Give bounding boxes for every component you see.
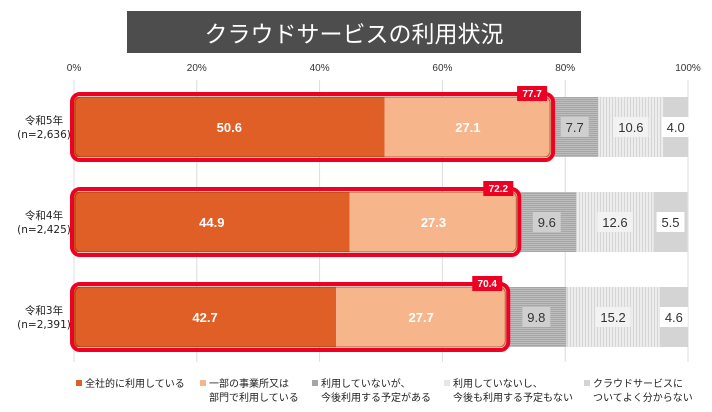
- legend-item: 利用していないし、今後も利用する予定もない: [444, 378, 573, 406]
- legend-label: 利用していないが、: [321, 379, 411, 390]
- usage-inner-outline: [74, 96, 551, 158]
- data-label: 42.7: [192, 310, 217, 325]
- data-label: 7.7: [566, 120, 584, 135]
- usage-total-label: 72.2: [489, 184, 509, 195]
- usage-total-label: 70.4: [478, 279, 498, 290]
- data-label: 5.5: [661, 215, 679, 230]
- legend-swatch: [200, 380, 206, 386]
- bar-segment: [384, 97, 552, 157]
- legend-swatch: [444, 380, 450, 386]
- category-sample-size: (n=2,391): [17, 319, 71, 331]
- data-label-background: [661, 117, 690, 137]
- data-label: 50.6: [217, 120, 242, 135]
- legend-swatch: [312, 380, 318, 386]
- usage-highlight-outline: [70, 187, 522, 257]
- legend-label: 今後も利用する予定もない: [453, 393, 573, 404]
- bar-row: 令和3年 (n=2,391) 42.7 27.7 9.8 15.2 4.6 70.4: [17, 276, 688, 352]
- legend-label: 今後利用する予定がある: [321, 393, 431, 404]
- legend-item: クラウドサービスに ついてよく分からない: [584, 378, 693, 406]
- legend-item: 一部の事業所又は 部門で利用している: [200, 378, 299, 406]
- bar-rows: 令和5年 (n=2,636) 50.6 27.1 7.7 10.6 4.0 77.7 令和4年 (…: [17, 86, 690, 352]
- usage-total-label: 77.7: [522, 89, 542, 100]
- legend-label: 部門で利用している: [209, 393, 299, 404]
- legend-item: 利用していないが、今後利用する予定がある: [312, 378, 431, 406]
- x-tick-label: 0%: [67, 63, 82, 74]
- category-label: 令和3年: [25, 304, 63, 317]
- legend-label: クラウドサービスに: [593, 379, 683, 390]
- x-tick-label: 20%: [187, 63, 207, 74]
- data-label-background: [597, 212, 633, 232]
- data-label: 10.6: [618, 120, 643, 135]
- legend-swatch: [76, 380, 82, 386]
- bar-row: 令和4年 (n=2,425) 44.9 27.3 9.6 12.6 5.5 72.2: [17, 181, 688, 257]
- x-tick-label: 100%: [675, 63, 701, 74]
- data-label: 27.7: [409, 310, 434, 325]
- bar-segment: [74, 97, 385, 157]
- usage-inner-outline: [74, 286, 506, 348]
- category-label: 令和4年: [25, 209, 63, 222]
- legend-label: 全社的に利用している: [85, 379, 185, 390]
- category-sample-size: (n=2,636): [17, 129, 71, 141]
- legend-label: ついてよく分からない: [593, 393, 693, 404]
- data-label-background: [656, 212, 685, 232]
- usage-highlight-outline: [70, 282, 511, 352]
- x-tick-label: 60%: [432, 63, 452, 74]
- chart-title: クラウドサービスの利用状況: [127, 11, 581, 53]
- data-label-background: [560, 117, 589, 137]
- bar-segment: [336, 287, 507, 347]
- usage-total-badge: [472, 276, 503, 291]
- data-label-background: [613, 117, 649, 137]
- data-label: 44.9: [199, 215, 224, 230]
- data-label-background: [659, 307, 688, 327]
- usage-inner-outline: [74, 191, 517, 253]
- data-label: 9.8: [527, 310, 545, 325]
- x-axis-ticks: 0% 20% 40% 60% 80% 100%: [67, 63, 701, 74]
- stacked-bar-chart: 0% 20% 40% 60% 80% 100% 令和5年 (n=2,636) 50.6 27.1…: [17, 63, 701, 362]
- bar-segment: [349, 192, 518, 252]
- legend-label: 一部の事業所又は: [209, 379, 289, 390]
- data-label: 15.2: [600, 310, 625, 325]
- x-tick-label: 40%: [310, 63, 330, 74]
- x-tick-label: 80%: [555, 63, 575, 74]
- data-label-background: [522, 307, 551, 327]
- data-label: 9.6: [538, 215, 556, 230]
- data-label: 4.6: [665, 310, 683, 325]
- legend-item: 全社的に利用している: [76, 378, 185, 392]
- bar-row: 令和5年 (n=2,636) 50.6 27.1 7.7 10.6 4.0 77.7: [17, 86, 690, 162]
- bar-segment: [74, 287, 337, 347]
- usage-highlight-outline: [70, 92, 556, 162]
- data-label-background: [532, 212, 561, 232]
- legend-swatch: [584, 380, 590, 386]
- bar-segment: [74, 192, 350, 252]
- data-label: 12.6: [602, 215, 627, 230]
- usage-total-badge: [517, 86, 548, 101]
- data-label: 27.1: [455, 120, 480, 135]
- legend: 全社的に利用している 一部の事業所又は 部門で利用している 利用していないが、 今後利用…: [0, 378, 712, 412]
- usage-total-badge: [483, 181, 514, 196]
- data-label: 27.3: [421, 215, 446, 230]
- data-label-background: [595, 307, 631, 327]
- legend-label: 利用していないし、: [453, 379, 543, 390]
- data-label: 4.0: [667, 120, 685, 135]
- category-sample-size: (n=2,425): [17, 224, 71, 236]
- category-label: 令和5年: [25, 114, 63, 127]
